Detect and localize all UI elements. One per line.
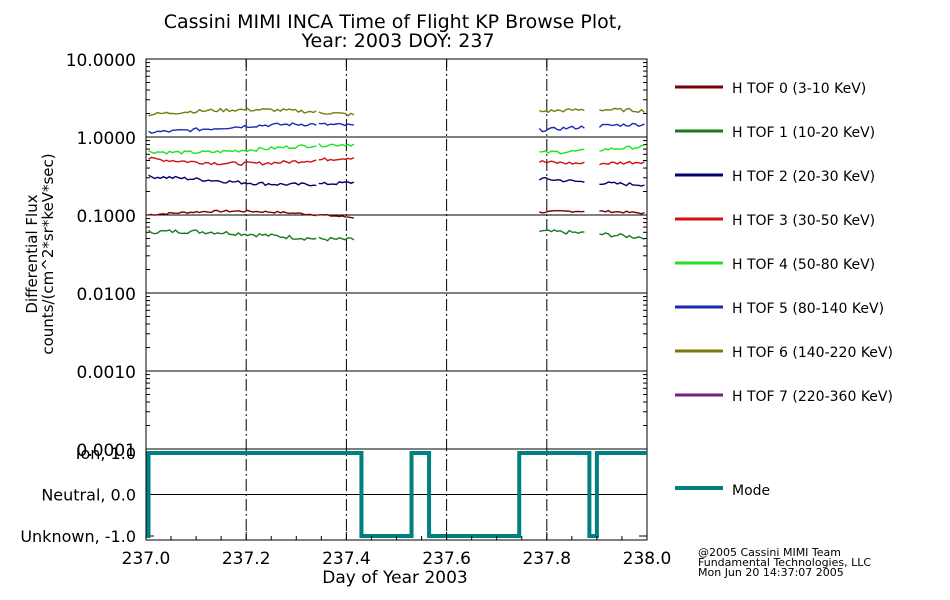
series-line-3 (318, 157, 355, 162)
series-line-4 (539, 148, 585, 155)
credit-line-1: @2005 Cassini MIMI Team (698, 546, 841, 559)
legend-label-2: H TOF 2 (20-30 KeV) (732, 169, 875, 185)
series-line-5 (148, 122, 317, 134)
legend-label-mode: Mode (732, 483, 770, 499)
x-tick-label: 237.2 (222, 549, 271, 569)
credit-line-3: Mon Jun 20 14:37:07 2005 (698, 566, 844, 579)
series-line-1 (539, 229, 585, 235)
series-line-6 (539, 108, 585, 113)
legend-label-3: H TOF 3 (30-50 KeV) (732, 213, 875, 229)
series-line-1 (318, 236, 355, 242)
series-line-5 (318, 122, 354, 127)
y-axis-label: Differential Flux (23, 194, 41, 313)
series-line-5 (538, 125, 585, 133)
series-line-1 (148, 229, 317, 241)
x-axis-label: Day of Year 2003 (322, 568, 467, 588)
flux-panel-frame (145, 58, 648, 450)
x-tick-label: 237.4 (322, 549, 371, 569)
series-line-2 (318, 181, 355, 186)
series-line-4 (318, 143, 355, 148)
series-line-0 (148, 209, 317, 217)
y-tick-label: 1.0000 (77, 129, 136, 149)
series-line-3 (538, 160, 585, 165)
x-tick-label: 237.0 (122, 549, 171, 569)
series-line-0 (599, 209, 645, 215)
y-tick-label: 0.1000 (77, 207, 136, 227)
mode-step-line (146, 451, 647, 538)
x-tick-label: 238.0 (623, 549, 672, 569)
series-line-2 (538, 176, 585, 183)
mode-tick-label: Unknown, -1.0 (20, 527, 136, 546)
x-tick-label: 237.6 (422, 549, 471, 569)
legend-label-0: H TOF 0 (3-10 KeV) (732, 81, 866, 97)
series-line-1 (599, 232, 645, 241)
series-line-4 (148, 144, 317, 155)
series-line-3 (148, 156, 317, 166)
y-tick-label: 10.0000 (66, 51, 136, 71)
mode-tick-label: Ion, 1.0 (76, 444, 136, 463)
series-line-0 (318, 213, 354, 219)
x-tick-label: 237.8 (522, 549, 571, 569)
series-line-5 (598, 122, 645, 128)
series-line-6 (318, 111, 355, 117)
series-line-2 (148, 174, 317, 187)
series-line-6 (148, 107, 317, 117)
series-line-6 (599, 107, 645, 114)
legend-label-1: H TOF 1 (10-20 KeV) (732, 125, 875, 141)
legend-label-5: H TOF 5 (80-140 KeV) (732, 301, 884, 317)
y-axis-label-units: counts/(cm^2*sr*keV*sec) (39, 153, 57, 354)
chart-title: Cassini MIMI INCA Time of Flight KP Brow… (164, 11, 623, 33)
y-tick-label: 0.0100 (77, 285, 136, 305)
series-line-3 (599, 160, 645, 166)
series-line-0 (539, 209, 585, 214)
y-tick-label: 0.0001 (77, 441, 136, 461)
legend-label-7: H TOF 7 (220-360 KeV) (732, 389, 893, 405)
y-tick-label: 0.0010 (77, 363, 136, 383)
series-line-2 (599, 181, 645, 187)
legend-label-4: H TOF 4 (50-80 KeV) (732, 257, 875, 273)
series-line-4 (599, 144, 645, 152)
chart-subtitle: Year: 2003 DOY: 237 (300, 30, 494, 52)
legend-label-6: H TOF 6 (140-220 KeV) (732, 345, 893, 361)
mode-tick-label: Neutral, 0.0 (41, 486, 136, 505)
credit-line-2: Fundamental Technologies, LLC (698, 556, 871, 569)
